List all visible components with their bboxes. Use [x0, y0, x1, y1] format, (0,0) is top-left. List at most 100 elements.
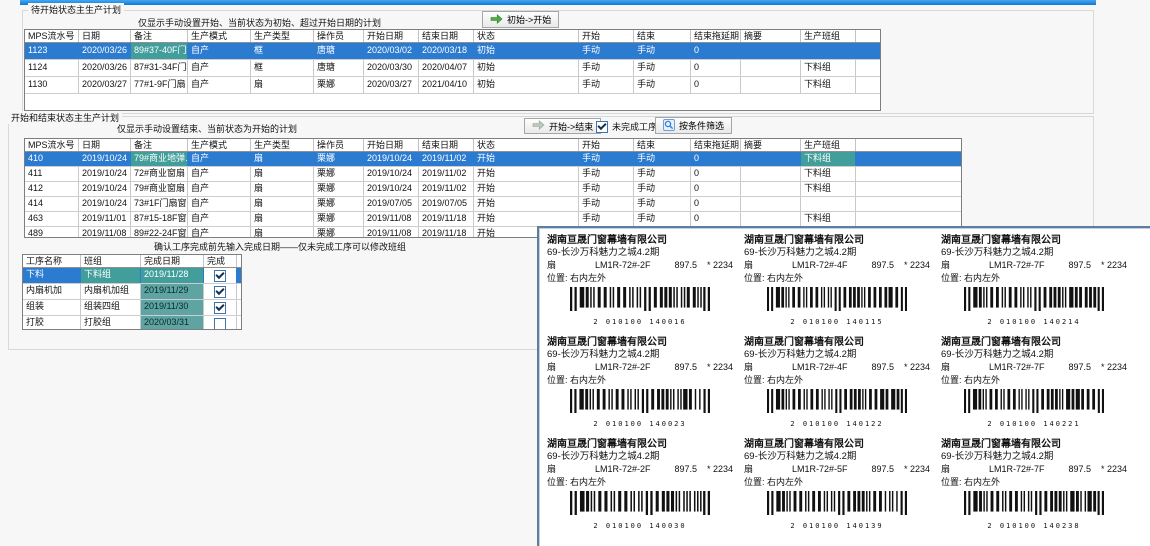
- column-header[interactable]: MPS流水号: [25, 30, 79, 42]
- column-header[interactable]: 生产班组: [801, 30, 856, 42]
- barcode: 2 010100 140139: [767, 491, 907, 533]
- table-cell: 手动: [634, 60, 691, 76]
- table-cell: 自产: [188, 152, 251, 166]
- column-header[interactable]: 结束日期: [419, 30, 474, 42]
- table-cell: 手动: [634, 197, 691, 211]
- unfinished-process-checkbox[interactable]: [596, 120, 608, 133]
- done-checkbox[interactable]: [214, 301, 226, 314]
- table-row[interactable]: 下料 下料组 2019/11/28: [23, 268, 241, 284]
- column-header[interactable]: 结束: [634, 139, 691, 151]
- active-table: MPS流水号 日期 备注 生产模式 生产类型 操作员 开始日期 结束日期 状态 开始 结束 结束拖延期…: [24, 138, 962, 238]
- table-cell: 2020/03/26: [79, 43, 131, 59]
- label-position: 位置: 右内左外: [744, 273, 804, 283]
- table-cell: 手动: [579, 167, 634, 181]
- table-row[interactable]: 11232020/03/2689#37-40F门框自产框唐瑭2020/03/02…: [25, 43, 880, 60]
- label-model: LM1R-72#-5F: [792, 464, 848, 474]
- table-row[interactable]: 412 2019/10/24 79#商业窗扇 自产扇栗娜 2019/10/24 2019/…: [25, 182, 961, 197]
- column-header[interactable]: 状态: [474, 139, 579, 151]
- table-cell: 2019/11/18: [419, 227, 474, 237]
- table-cell: 扇: [251, 152, 314, 166]
- column-header[interactable]: 开始: [579, 139, 634, 151]
- label-item-type: 扇: [547, 464, 557, 474]
- column-header[interactable]: 日期: [79, 139, 131, 151]
- column-header[interactable]: 结束拖延期: [691, 30, 741, 42]
- column-header[interactable]: 开始日期: [364, 30, 419, 42]
- table-row[interactable]: 411 2019/10/24 72#商业窗扇 自产扇栗娜 2019/10/24 2019/…: [25, 167, 961, 182]
- column-header[interactable]: 摘要: [741, 139, 801, 151]
- table-cell: 开始: [474, 152, 579, 166]
- barcode: 2 010100 140016: [570, 287, 710, 329]
- label-model: LM1R-72#-7F: [989, 362, 1045, 372]
- table-cell: 79#商业窗扇: [131, 182, 188, 196]
- unfinished-process-checkbox-wrap[interactable]: 未完成工序: [596, 120, 657, 133]
- label-item-type: 扇: [744, 362, 754, 372]
- column-header[interactable]: 结束拖延期: [691, 139, 741, 151]
- column-header[interactable]: 生产模式: [188, 30, 251, 42]
- table-cell: 下料组: [801, 152, 856, 166]
- table-cell: 手动: [634, 77, 691, 93]
- start-to-finish-button[interactable]: 开始->结束: [524, 118, 602, 134]
- done-checkbox[interactable]: [214, 269, 226, 282]
- table-cell: 扇: [251, 197, 314, 211]
- table-row[interactable]: 1130 2020/03/27 77#1-9F门扇 自产扇栗娜 2020/03/27 20…: [25, 77, 880, 94]
- table-cell: 栗娜: [314, 167, 364, 181]
- column-header[interactable]: 生产模式: [188, 139, 251, 151]
- column-header[interactable]: 生产类型: [251, 139, 314, 151]
- table-cell: 唐瑭: [314, 60, 364, 76]
- column-header[interactable]: 日期: [79, 30, 131, 42]
- table-row[interactable]: 4632019/11/0187#15-18F窗扇自产扇栗娜2019/11/082…: [25, 212, 961, 227]
- table-cell: 410: [25, 152, 79, 166]
- table-cell: 开始: [474, 212, 579, 226]
- column-header[interactable]: 备注: [131, 30, 188, 42]
- label-company-name: 湖南亘晟门窗幕墙有限公司: [744, 337, 864, 348]
- column-header[interactable]: 摘要: [741, 30, 801, 42]
- table-cell: 唐瑭: [314, 43, 364, 59]
- column-header[interactable]: 生产班组: [801, 139, 856, 151]
- window-title-bar: [20, 0, 1096, 5]
- table-cell: 2019/11/02: [419, 152, 474, 166]
- table-row[interactable]: 组装 组装四组 2019/11/30: [23, 300, 241, 316]
- label-width: 897.5: [1068, 260, 1091, 270]
- table-row[interactable]: 11242020/03/2687#31-34F门框自产框唐瑭2020/03/30…: [25, 60, 880, 77]
- table-cell: 463: [25, 212, 79, 226]
- team-cell: 打胶组: [81, 316, 141, 329]
- column-header[interactable]: 结束日期: [419, 139, 474, 151]
- label-company-name: 湖南亘晟门窗幕墙有限公司: [744, 235, 864, 246]
- column-header[interactable]: 状态: [474, 30, 579, 42]
- init-to-start-button[interactable]: 初始->开始: [482, 11, 560, 28]
- barcode-bars: [767, 389, 907, 413]
- table-row[interactable]: 打胶 打胶组 2020/03/31: [23, 316, 241, 329]
- column-header[interactable]: 结束: [634, 30, 691, 42]
- table-row[interactable]: 4142019/10/2473#1F门扇窗扇自产扇栗娜2019/07/05201…: [25, 197, 961, 212]
- column-header[interactable]: 生产类型: [251, 30, 314, 42]
- label-spec-line: 扇 LM1R-72#-7F 897.5 * 2234: [941, 259, 1127, 272]
- table-row[interactable]: 4102019/10/2479#商业地弹…自产扇栗娜2019/10/242019…: [25, 152, 961, 167]
- table-cell: 手动: [579, 182, 634, 196]
- column-header[interactable]: MPS流水号: [25, 139, 79, 151]
- table-cell: 扇: [251, 77, 314, 93]
- table-cell-filler: [856, 197, 961, 211]
- done-checkbox[interactable]: [214, 285, 226, 298]
- label-height: * 2234: [1100, 464, 1127, 474]
- label-width: 897.5: [871, 362, 894, 372]
- table-cell: 79#商业地弹…: [131, 152, 188, 166]
- barcode: 2 010100 140122: [767, 389, 907, 431]
- table-cell: 0: [691, 167, 741, 181]
- column-header[interactable]: 完成: [204, 255, 237, 267]
- green-arrow-icon: [490, 13, 503, 26]
- column-header[interactable]: 完成日期: [141, 255, 204, 267]
- table-row[interactable]: 内扇机加 内扇机加组 2019/11/29: [23, 284, 241, 300]
- column-header[interactable]: 工序名称: [23, 255, 81, 267]
- column-header[interactable]: 备注: [131, 139, 188, 151]
- column-header[interactable]: 班组: [81, 255, 141, 267]
- filter-by-condition-button[interactable]: 按条件筛选: [655, 117, 733, 134]
- table-cell: 手动: [579, 212, 634, 226]
- barcode: 2 010100 140238: [964, 491, 1104, 533]
- label-width: 897.5: [1068, 464, 1091, 474]
- column-header[interactable]: 开始: [579, 30, 634, 42]
- column-header[interactable]: 操作员: [314, 139, 364, 151]
- column-header[interactable]: 操作员: [314, 30, 364, 42]
- column-header[interactable]: 开始日期: [364, 139, 419, 151]
- start-to-finish-button-label: 开始->结束: [549, 121, 594, 132]
- done-checkbox[interactable]: [214, 317, 226, 329]
